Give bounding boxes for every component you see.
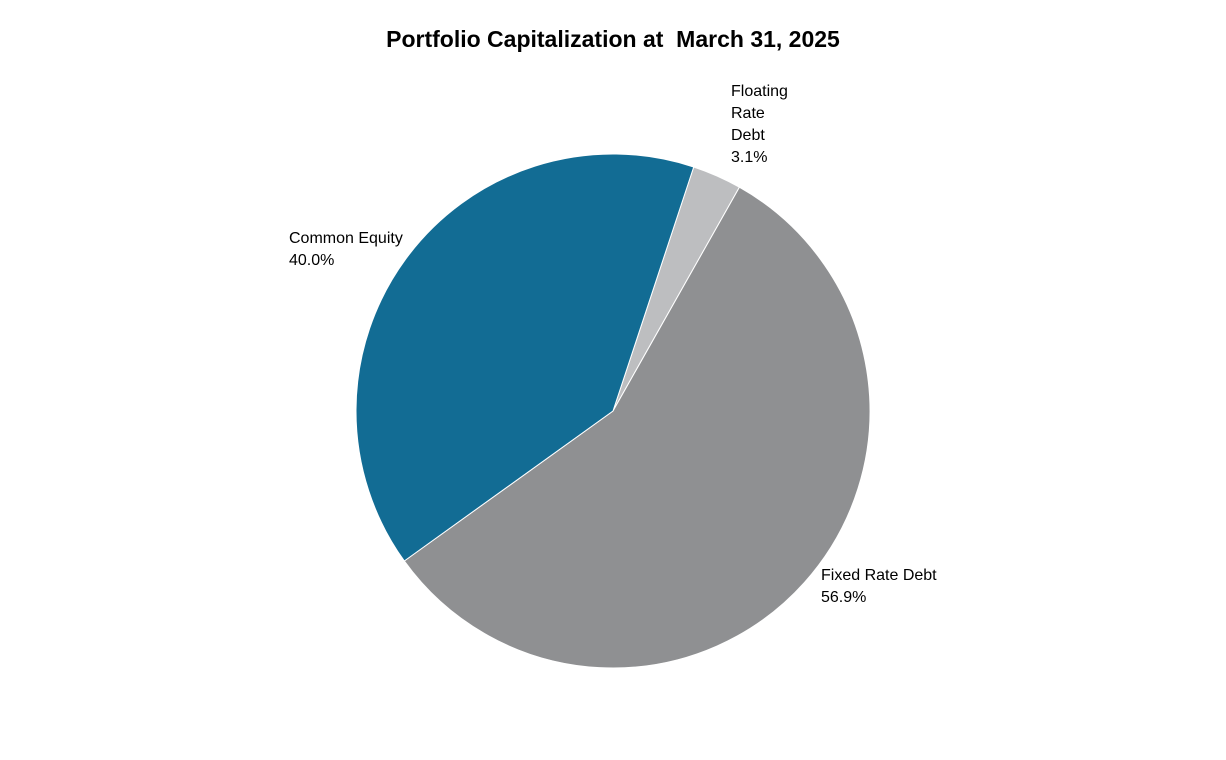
slice-label-floating-rate-debt: Floating Rate Debt 3.1% — [731, 83, 788, 166]
pie-slice-fixed-rate-debt — [403, 186, 871, 669]
slice-label-fixed-rate-debt: Fixed Rate Debt 56.9% — [821, 567, 937, 606]
slice-label-common-equity: Common Equity 40.0% — [289, 230, 403, 269]
chart-title: Portfolio Capitalization at March 31, 20… — [386, 26, 840, 52]
pie-slice-common-equity — [355, 153, 695, 562]
